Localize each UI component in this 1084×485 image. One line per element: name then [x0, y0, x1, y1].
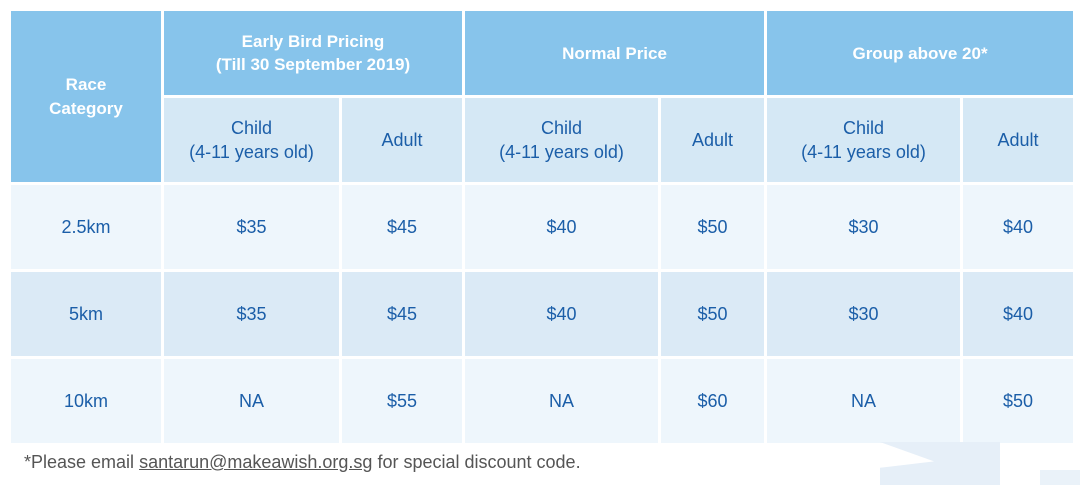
price-cell: $50 [661, 185, 765, 269]
decorative-shape [880, 442, 1000, 485]
early-bird-subtitle: (Till 30 September 2019) [215, 55, 411, 74]
normal-price-header: Normal Price [465, 11, 765, 95]
price-cell: $40 [963, 185, 1074, 269]
child-age: (4-11 years old) [499, 142, 624, 162]
race-category-label: Race Category [49, 74, 123, 118]
price-cell: $50 [661, 272, 765, 356]
group-child-header: Child (4-11 years old) [767, 98, 961, 182]
decorative-shape [1040, 470, 1080, 485]
group-header: Group above 20* [767, 11, 1074, 95]
group-adult-header: Adult [963, 98, 1074, 182]
adult-label: Adult [691, 130, 734, 150]
child-age: (4-11 years old) [801, 142, 926, 162]
category-cell: 10km [11, 359, 161, 443]
header-row-sub: Child (4-11 years old) Adult Child (4-11… [11, 98, 1074, 182]
price-cell: $30 [767, 185, 961, 269]
table-row: 10km NA $55 NA $60 NA $50 [11, 359, 1074, 443]
normal-adult-header: Adult [661, 98, 765, 182]
early-bird-adult-header: Adult [342, 98, 462, 182]
early-bird-header: Early Bird Pricing (Till 30 September 20… [164, 11, 462, 95]
price-cell: $50 [963, 359, 1074, 443]
header-row-top: Race Category Early Bird Pricing (Till 3… [11, 11, 1074, 182]
adult-label: Adult [997, 130, 1039, 150]
price-cell: $55 [342, 359, 462, 443]
price-cell: $35 [164, 272, 339, 356]
price-cell: NA [767, 359, 961, 443]
adult-label: Adult [381, 130, 423, 150]
normal-price-title: Normal Price [562, 43, 667, 63]
footnote-suffix: for special discount code. [372, 452, 581, 472]
table-row: 5km $35 $45 $40 $50 $30 $40 [11, 272, 1074, 356]
footnote: *Please email santarun@makeawish.org.sg … [24, 452, 581, 473]
footnote-prefix: *Please email [24, 452, 140, 472]
price-cell: $40 [465, 272, 658, 356]
race-category-header: Race Category [11, 11, 161, 182]
child-label: Child [843, 118, 885, 138]
price-cell: $35 [164, 185, 339, 269]
price-cell: $40 [963, 272, 1074, 356]
price-cell: $45 [342, 185, 462, 269]
pricing-table: Race Category Early Bird Pricing (Till 3… [8, 8, 1076, 446]
child-label: Child [540, 118, 583, 138]
normal-child-header: Child (4-11 years old) [465, 98, 658, 182]
price-cell: $30 [767, 272, 961, 356]
early-bird-title: Early Bird Pricing [241, 32, 385, 51]
price-cell: $45 [342, 272, 462, 356]
child-age: (4-11 years old) [189, 142, 314, 162]
email-link[interactable]: santarun@makeawish.org.sg [139, 452, 373, 472]
child-label: Child [230, 118, 273, 138]
group-title: Group above 20* [852, 43, 988, 63]
category-cell: 2.5km [11, 185, 161, 269]
price-cell: $40 [465, 185, 658, 269]
table-row: 2.5km $35 $45 $40 $50 $30 $40 [11, 185, 1074, 269]
price-cell: NA [164, 359, 339, 443]
price-cell: $60 [661, 359, 765, 443]
category-cell: 5km [11, 272, 161, 356]
price-cell: NA [465, 359, 658, 443]
early-bird-child-header: Child (4-11 years old) [164, 98, 339, 182]
